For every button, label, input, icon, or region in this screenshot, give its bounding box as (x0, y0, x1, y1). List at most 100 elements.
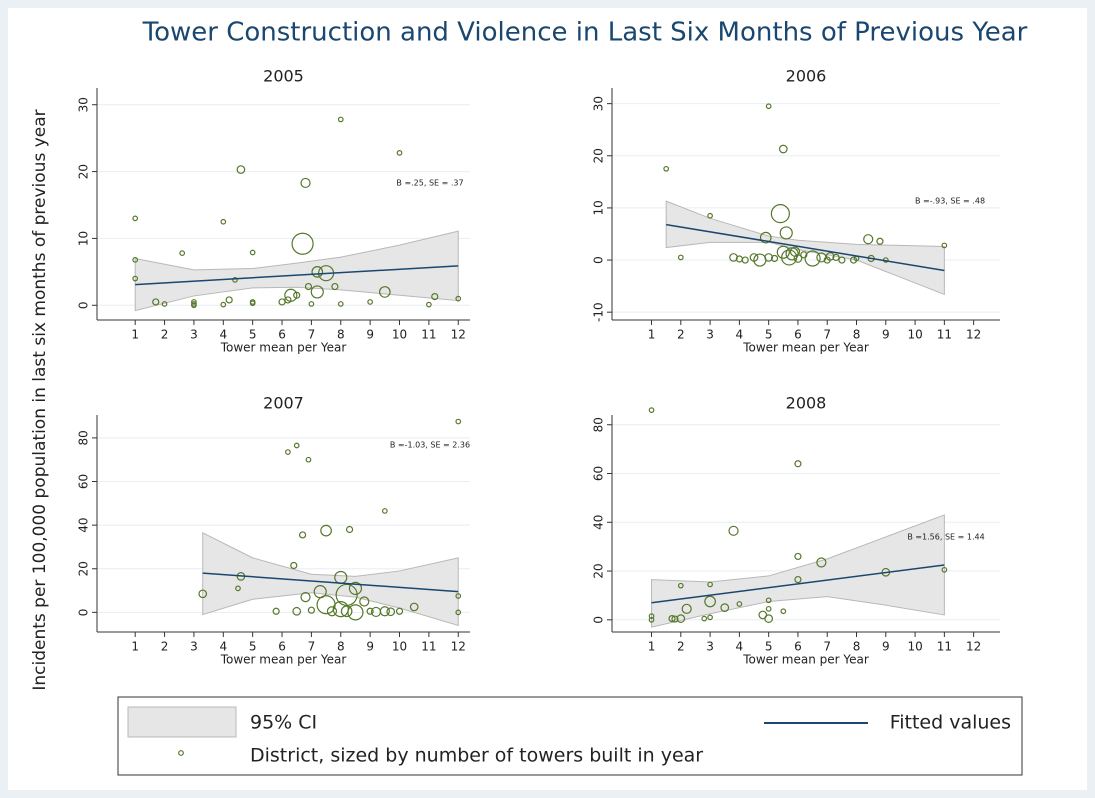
fit-line (202, 572, 459, 593)
district-point (347, 604, 364, 621)
x-tick-label: 7 (823, 328, 831, 342)
district-point (793, 254, 803, 263)
district-point (300, 592, 311, 603)
district-point (941, 566, 948, 573)
district-point (701, 615, 708, 622)
district-point (676, 614, 686, 623)
x-tick-label: 6 (278, 640, 286, 654)
district-point (838, 256, 846, 264)
district-point (648, 613, 655, 620)
district-point (663, 165, 670, 172)
x-tick-label: 5 (765, 328, 773, 342)
legend-ci-swatch (127, 706, 237, 738)
district-point (759, 231, 772, 244)
district-point (311, 266, 324, 278)
legend-point-swatch (178, 750, 184, 756)
y-tick-label: 0 (592, 616, 606, 624)
x-tick-label: 11 (421, 640, 436, 654)
y-tick-label: 0 (592, 256, 606, 264)
district-point (284, 288, 298, 302)
district-point (236, 165, 246, 174)
x-tick-label: 10 (392, 640, 407, 654)
x-tick-label: 7 (823, 640, 831, 654)
district-point (849, 256, 858, 264)
x-tick-label: 1 (648, 640, 656, 654)
district-point (648, 616, 655, 623)
district-point (794, 575, 802, 584)
x-tick-label: 9 (366, 328, 374, 342)
district-point (780, 608, 787, 615)
district-point (300, 177, 311, 189)
district-point (455, 295, 462, 302)
district-point (345, 525, 354, 534)
district-point (293, 291, 301, 299)
district-point (764, 614, 774, 623)
district-point (648, 407, 655, 413)
district-point (765, 103, 772, 110)
district-point (707, 212, 713, 219)
panel-title: 2007 (263, 394, 304, 413)
district-point (348, 581, 363, 595)
x-tick-label: 10 (907, 640, 922, 654)
district-point (235, 585, 241, 592)
fit-line (666, 223, 945, 272)
district-point (707, 581, 713, 588)
district-point (863, 234, 874, 245)
x-tick-label: 4 (736, 640, 744, 654)
inner-background (8, 8, 1087, 790)
district-point (779, 226, 793, 240)
y-tick-label: 10 (592, 200, 606, 215)
x-tick-label: 1 (648, 328, 656, 342)
district-point (764, 253, 774, 262)
x-tick-label: 8 (337, 640, 345, 654)
legend-label: Fitted values (890, 712, 1011, 734)
x-tick-label: 5 (249, 640, 257, 654)
district-point (292, 606, 302, 616)
panel-title: 2008 (786, 394, 827, 413)
x-tick-label: 11 (937, 328, 952, 342)
district-point (320, 524, 332, 537)
x-tick-label: 12 (451, 640, 466, 654)
district-point (455, 418, 462, 425)
district-point (770, 254, 779, 263)
x-tick-label: 7 (308, 640, 316, 654)
district-point (794, 460, 802, 468)
district-point (308, 301, 315, 307)
x-tick-label: 12 (966, 328, 981, 342)
district-point (132, 256, 139, 263)
fit-annotation: B =1.56, SE = 1.44 (907, 533, 984, 542)
district-point (132, 215, 139, 222)
x-tick-label: 8 (337, 328, 345, 342)
district-point (770, 204, 790, 224)
district-point (310, 285, 324, 299)
district-point (677, 582, 684, 589)
x-tick-label: 6 (278, 328, 286, 342)
y-tick-label: -10 (592, 302, 606, 322)
x-tick-label: 2 (677, 328, 685, 342)
x-tick-label: 2 (161, 640, 169, 654)
y-tick-label: 80 (77, 430, 91, 445)
x-tick-label: 8 (853, 640, 861, 654)
district-point (220, 218, 227, 225)
x-tick-label: 7 (308, 328, 316, 342)
x-tick-label: 5 (249, 328, 257, 342)
y-tick-label: 30 (77, 97, 91, 112)
district-point (191, 302, 197, 309)
x-tick-label: 6 (794, 328, 802, 342)
x-tick-label: 2 (161, 328, 169, 342)
district-point (293, 442, 300, 449)
x-tick-label: 9 (366, 640, 374, 654)
district-point (337, 116, 344, 123)
district-point (272, 607, 280, 615)
district-point (395, 607, 404, 615)
district-point (804, 250, 821, 267)
district-point (291, 232, 314, 255)
district-point (340, 605, 353, 618)
district-point (326, 606, 338, 617)
district-point (331, 282, 339, 291)
district-point (396, 150, 403, 156)
district-point (285, 449, 291, 455)
district-point (800, 251, 808, 259)
x-tick-label: 12 (966, 640, 981, 654)
y-axis-label: Incidents per 100,000 population in last… (30, 109, 50, 690)
